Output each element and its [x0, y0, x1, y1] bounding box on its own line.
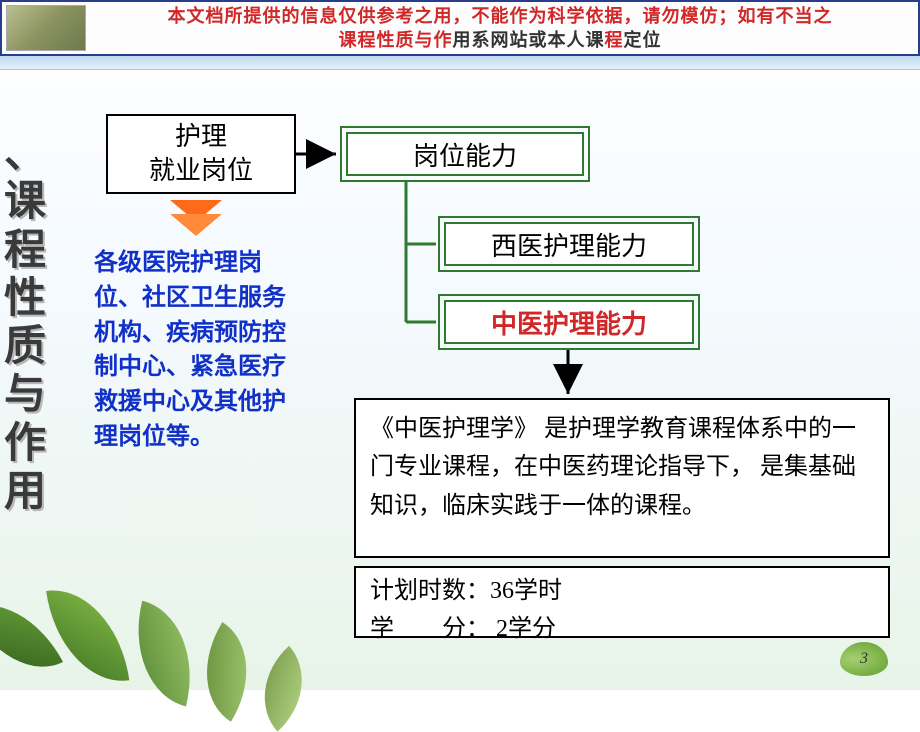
title-red-r: 程 [605, 30, 624, 50]
course-description-text: 《中医护理学》 是护理学教育课程体系中的一门专业课程，在中医药理论指导下， 是集… [370, 416, 856, 519]
course-description-box: 《中医护理学》 是护理学教育课程体系中的一门专业课程，在中医药理论指导下， 是集… [354, 398, 890, 558]
job-box: 护理 就业岗位 [106, 114, 296, 194]
western-box: 西医护理能力 [438, 216, 700, 272]
plan-hours-value: 36学时 [490, 578, 562, 604]
title-red-left: 课程性质与作 [339, 30, 453, 50]
tcm-label: 中医护理能力 [491, 304, 647, 341]
ability-box: 岗位能力 [340, 126, 590, 182]
plan-credit-value: 2学分 [490, 616, 556, 642]
tcm-box: 中医护理能力 [438, 294, 700, 350]
side-vertical-title: 、课程性质与作用 [4, 130, 64, 516]
chevron-bottom-icon [170, 214, 222, 236]
disclaimer-line2: 课程性质与作用系网站或本人课程定位 [86, 28, 914, 52]
header-bar: 本文档所提供的信息仅供参考之用，不能作为科学依据，请勿模仿；如有不当之 课程性质… [0, 0, 920, 56]
header-image [6, 5, 86, 51]
title-black-r2: 定位 [624, 30, 662, 50]
ability-label: 岗位能力 [413, 136, 517, 173]
disclaimer-line1: 本文档所提供的信息仅供参考之用，不能作为科学依据，请勿模仿；如有不当之 [86, 4, 914, 28]
page-number: 3 [840, 642, 888, 676]
plan-hours-row: 计划时数：36学时 [370, 572, 874, 610]
page-number-badge: 3 [840, 642, 888, 676]
plan-box: 计划时数：36学时 学 分： 2学分 [354, 566, 890, 638]
header-blue-bar [0, 56, 920, 70]
western-label: 西医护理能力 [491, 226, 647, 263]
title-black-r1: 课 [586, 30, 605, 50]
grass-decoration [0, 590, 360, 690]
plan-credit-row: 学 分： 2学分 [370, 610, 874, 648]
plan-credit-label: 学 分： [370, 616, 490, 642]
plan-hours-label: 计划时数： [370, 578, 490, 604]
title-black-mid: 用系网站或本人 [453, 30, 586, 50]
header-text: 本文档所提供的信息仅供参考之用，不能作为科学依据，请勿模仿；如有不当之 课程性质… [86, 4, 914, 53]
blue-description: 各级医院护理岗位、社区卫生服务机构、疾病预防控制中心、紧急医疗救援中心及其他护理… [94, 246, 294, 455]
